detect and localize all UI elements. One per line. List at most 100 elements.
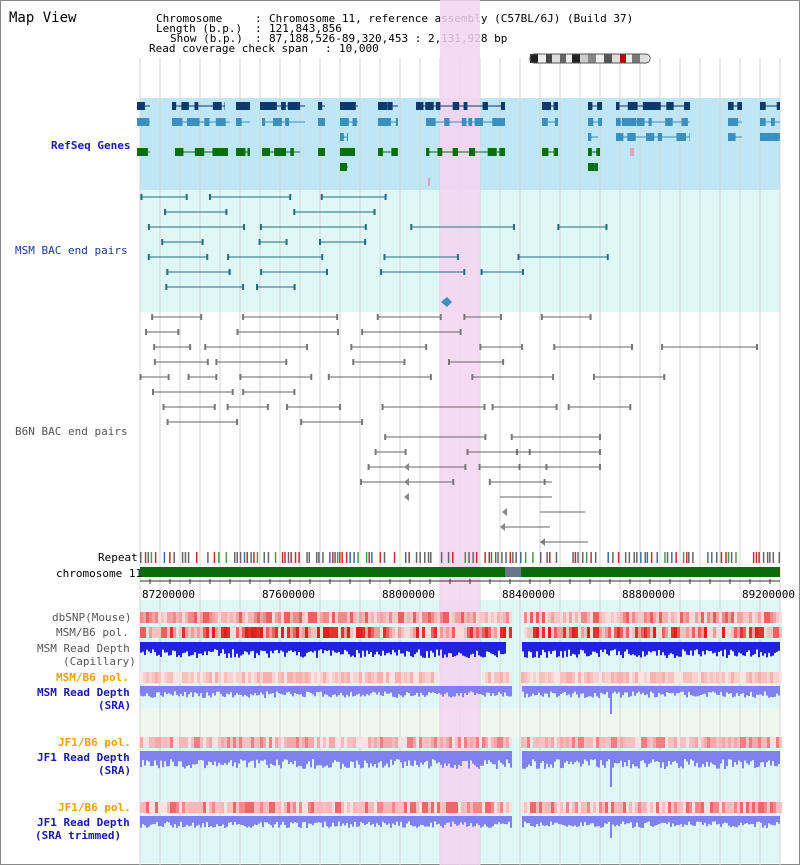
depth-bar [448,642,450,654]
heat-cell [428,612,431,623]
heat-cell [374,672,377,683]
gene-exon [437,148,443,156]
depth-bar [688,816,690,822]
heat-cell [569,627,572,638]
label-msm-b6-pol[interactable]: MSM/B6 pol. [56,626,129,639]
repeat-mark [274,552,277,563]
depth-bar [508,816,510,822]
depth-bar [244,751,246,761]
depth-bar [188,642,190,657]
depth-bar [314,816,316,823]
heat-cell [203,802,206,813]
depth-bar [418,751,420,767]
gene-exon [760,133,772,141]
depth-bar [626,751,628,767]
label-msm-depth-cap-1[interactable]: MSM Read Depth [37,642,130,655]
heat-cell [734,802,737,813]
depth-bar [680,751,682,767]
depth-bar [646,816,648,823]
heat-cell [404,672,407,683]
depth-bar [594,751,596,760]
depth-bar [452,686,454,697]
label-jf1-depth-sra-1[interactable]: JF1 Read Depth [37,751,130,764]
heat-cell [764,802,767,813]
depth-bar [570,751,572,762]
heat-cell [296,627,299,638]
label-msm-b6-pol-2[interactable]: MSM/B6 pol. [56,671,129,684]
heat-cell [758,627,761,638]
repeat-mark [671,552,673,563]
repeat-mark [339,552,341,563]
depth-bar [198,751,200,761]
heat-cell [614,672,617,683]
heat-cell [452,737,455,748]
depth-bar [538,816,540,827]
depth-bar [234,816,236,822]
heat-cell [254,802,257,813]
label-dbsnp[interactable]: dbSNP(Mouse) [52,611,132,624]
depth-bar [292,642,294,653]
heat-cell [320,612,323,623]
depth-bar [268,816,270,824]
depth-bar [336,751,338,762]
depth-bar [656,686,658,697]
depth-bar [742,686,744,694]
label-jf1-depth-trim-1[interactable]: JF1 Read Depth [37,816,130,829]
label-jf1-b6-pol-2[interactable]: JF1/B6 pol. [58,801,131,814]
heat-cell [392,672,395,683]
heat-cell [221,627,224,638]
depth-bar [424,751,426,763]
heat-cell [398,627,401,638]
repeat-mark [341,552,343,563]
depth-bar [376,642,378,652]
heat-cell [692,612,695,623]
depth-bar [166,751,168,767]
label-refseq-genes[interactable]: RefSeq Genes [51,139,131,152]
heat-cell [485,802,488,813]
depth-bar [362,816,364,823]
heat-cell [152,627,155,638]
repeat-mark [147,552,150,563]
depth-bar [634,686,636,696]
label-msm-depth-sra-1[interactable]: MSM Read Depth [37,686,130,699]
heat-cell [704,802,707,813]
heat-cell [728,612,731,623]
depth-bar [390,642,392,655]
heat-cell [695,672,698,683]
depth-bar [140,642,142,653]
heat-cell [716,672,719,683]
depth-bar [262,816,264,828]
depth-bar [330,686,332,698]
label-msm-bac[interactable]: MSM BAC end pairs [15,244,128,257]
depth-bar [190,686,192,693]
depth-bar [640,751,642,761]
depth-bar [400,642,402,654]
depth-bar [442,686,444,697]
heat-cell [476,612,479,623]
heat-cell [485,737,488,748]
length-value: 121,843,856 [269,22,342,35]
heat-cell [521,737,524,748]
depth-bar [402,751,404,768]
repeat-mark [505,552,507,563]
depth-bar [340,751,342,769]
heat-cell [776,672,779,683]
heat-cell [656,802,659,813]
heat-cell [443,802,446,813]
depth-bar [412,816,414,827]
label-repeat[interactable]: Repeat [98,551,138,564]
heat-cell [242,802,245,813]
heat-cell [359,802,362,813]
heat-cell [728,627,731,638]
depth-bar [472,751,474,764]
label-jf1-b6-pol[interactable]: JF1/B6 pol. [58,736,131,749]
heat-cell [749,802,752,813]
depth-bar [706,686,708,697]
label-b6n-bac[interactable]: B6N BAC end pairs [15,425,128,438]
depth-bar [674,686,676,696]
heat-cell [347,612,350,623]
heat-cell [494,737,497,748]
heat-cell [596,672,599,683]
heat-cell [734,627,737,638]
